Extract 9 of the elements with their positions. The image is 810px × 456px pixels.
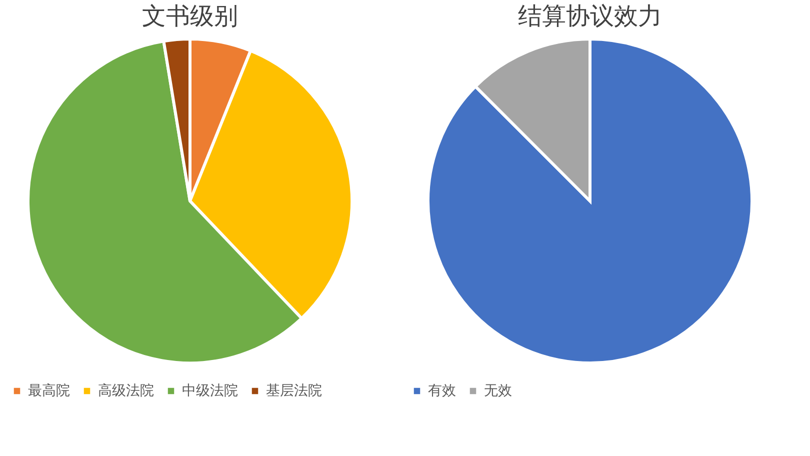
legend-label: 高级法院 bbox=[98, 383, 154, 399]
legend-label: 中级法院 bbox=[182, 383, 238, 399]
chart-title: 文书级别 bbox=[142, 2, 238, 30]
chart-title: 结算协议效力 bbox=[518, 2, 662, 30]
legend-label: 基层法院 bbox=[266, 383, 322, 399]
legend-label: 无效 bbox=[484, 383, 512, 399]
legend-label: 最高院 bbox=[28, 383, 70, 399]
pie-slice bbox=[426, 38, 754, 364]
legend-label: 有效 bbox=[428, 383, 456, 399]
